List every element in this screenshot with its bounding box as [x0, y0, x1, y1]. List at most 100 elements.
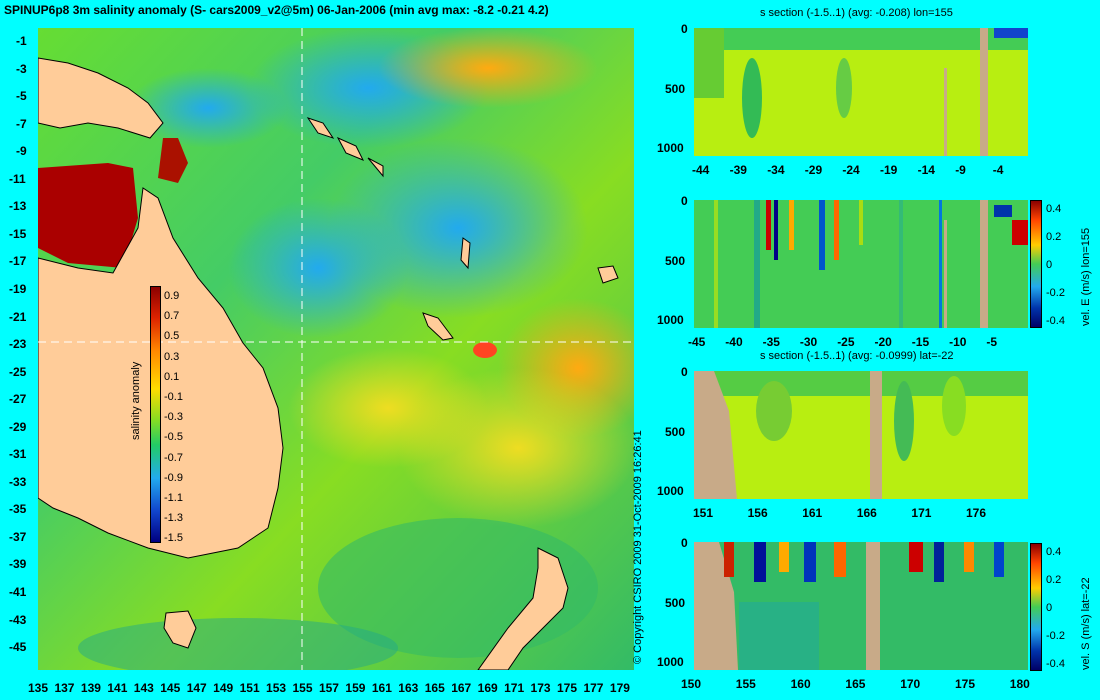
- section-feature: [724, 542, 734, 577]
- copyright-text: © Copyright CSIRO 2009 31-Oct-2009 16:26…: [632, 430, 644, 664]
- x-tick-label: -15: [911, 335, 930, 349]
- section-land: [944, 68, 947, 156]
- colorbar-tick-label: 0.2: [1046, 574, 1062, 586]
- x-tick-label: -9: [955, 163, 966, 177]
- x-tick-label: -19: [880, 163, 898, 177]
- colorbar-tick-label: -0.1: [164, 391, 183, 403]
- x-tick-label: -39: [729, 163, 747, 177]
- lon-tick-label: 147: [186, 681, 207, 695]
- x-tick-label: 151: [693, 506, 714, 520]
- land-new-caledonia: [422, 312, 454, 341]
- x-tick-label: 176: [966, 506, 987, 520]
- section-feature: [754, 200, 760, 328]
- colorbar-tick-label: 0: [1046, 259, 1053, 271]
- anomaly-blob: [473, 342, 497, 358]
- section-feature: [909, 542, 923, 572]
- lon-tick-label: 161: [371, 681, 392, 695]
- depth-tick-label: 1000: [657, 655, 684, 669]
- colorbar-tick-label: 0.4: [1046, 203, 1062, 215]
- depth-tick-label: 0: [681, 22, 688, 36]
- lat-tick-label: -1: [16, 34, 27, 48]
- section-feature: [859, 200, 863, 245]
- lat-tick-label: -37: [9, 529, 27, 544]
- lat-tick-label: -29: [9, 419, 27, 434]
- depth-tick-label: 500: [665, 254, 686, 268]
- anomaly-blob: [78, 618, 398, 670]
- section-feature: [899, 200, 903, 328]
- lon-tick-label: 141: [107, 681, 128, 695]
- gulf-anomaly: [38, 163, 138, 268]
- section-feature: [714, 200, 718, 328]
- panel4-plot: [694, 542, 1028, 670]
- section-feature: [939, 200, 942, 328]
- colorbar-tick-label: 0.2: [1046, 231, 1062, 243]
- lon-tick-label: 153: [266, 681, 287, 695]
- section-feature: [1012, 220, 1028, 245]
- section-feature: [994, 205, 1012, 217]
- x-tick-label: -30: [799, 335, 818, 349]
- lat-tick-label: -5: [16, 89, 27, 104]
- lat-tick-label: -3: [16, 61, 27, 76]
- section-land: [980, 28, 988, 156]
- lon-tick-label: 175: [557, 681, 578, 695]
- section-feature: [994, 28, 1028, 38]
- section-feature: [964, 542, 974, 572]
- colorbar-tick-label: -1.5: [164, 532, 183, 545]
- lat-tick-label: -11: [9, 171, 26, 186]
- land-tasmania: [163, 610, 197, 649]
- lon-tick-label: 149: [213, 681, 234, 695]
- salinity-map-svg: [38, 28, 634, 670]
- lat-tick-label: -15: [9, 226, 27, 241]
- colorbar-tick-label: -0.3: [164, 411, 183, 424]
- colorbar-tick-label: -0.4: [1046, 315, 1065, 327]
- colorbar-tick-label: -1.1: [164, 492, 183, 504]
- lon-tick-label: 135: [28, 681, 49, 695]
- lat-tick-label: -7: [16, 116, 27, 131]
- panel2-plot: [694, 200, 1028, 328]
- section-feature: [766, 200, 771, 250]
- map-title: SPINUP6p8 3m salinity anomaly (S- cars20…: [4, 3, 549, 17]
- lat-tick-label: -43: [9, 612, 27, 627]
- depth-tick-label: 0: [681, 194, 688, 208]
- x-tick-label: 171: [911, 506, 932, 520]
- lat-tick-label: -39: [9, 557, 27, 572]
- anomaly-blob: [228, 198, 408, 338]
- x-tick-label: 150: [681, 677, 702, 691]
- x-tick-label: 165: [845, 677, 866, 691]
- lon-tick-label: 179: [609, 681, 630, 695]
- anomaly-blob: [378, 28, 598, 108]
- section-feature: [779, 542, 789, 572]
- lat-tick-label: -45: [9, 640, 27, 655]
- x-tick-label: -29: [804, 163, 823, 177]
- panel3-plot: [694, 371, 1028, 499]
- x-tick-label: -20: [874, 335, 892, 349]
- x-tick-label: -40: [725, 335, 743, 349]
- section-feature: [789, 200, 794, 250]
- x-tick-label: -10: [949, 335, 967, 349]
- lon-tick-label: 155: [292, 681, 313, 695]
- section-feature: [804, 542, 816, 582]
- lat-tick-label: -27: [9, 392, 27, 407]
- cape-york-anomaly: [158, 138, 188, 183]
- section-feature: [774, 200, 778, 260]
- x-tick-label: -34: [767, 163, 785, 177]
- lon-tick-label: 143: [133, 681, 154, 695]
- x-tick-label: 155: [735, 677, 756, 691]
- x-tick-label: -44: [692, 163, 710, 177]
- section-feature: [942, 376, 966, 436]
- x-tick-label: 156: [747, 506, 768, 520]
- lon-tick-label: 137: [54, 681, 75, 695]
- x-tick-label: 170: [900, 677, 921, 691]
- colorbar-tick-label: -0.5: [164, 431, 183, 444]
- lon-tick-label: 167: [451, 681, 472, 695]
- lon-tick-label: 177: [583, 681, 604, 695]
- section-land: [694, 371, 737, 499]
- section-feature: [934, 542, 944, 582]
- lon-tick-label: 145: [160, 681, 181, 695]
- depth-tick-label: 1000: [657, 313, 684, 327]
- map-colorbar-label: salinity anomaly: [130, 361, 142, 440]
- lon-tick-label: 157: [318, 681, 339, 695]
- colorbar-tick-label: -0.2: [1046, 287, 1065, 299]
- land-vanuatu: [460, 237, 471, 270]
- lat-tick-label: -35: [9, 502, 27, 517]
